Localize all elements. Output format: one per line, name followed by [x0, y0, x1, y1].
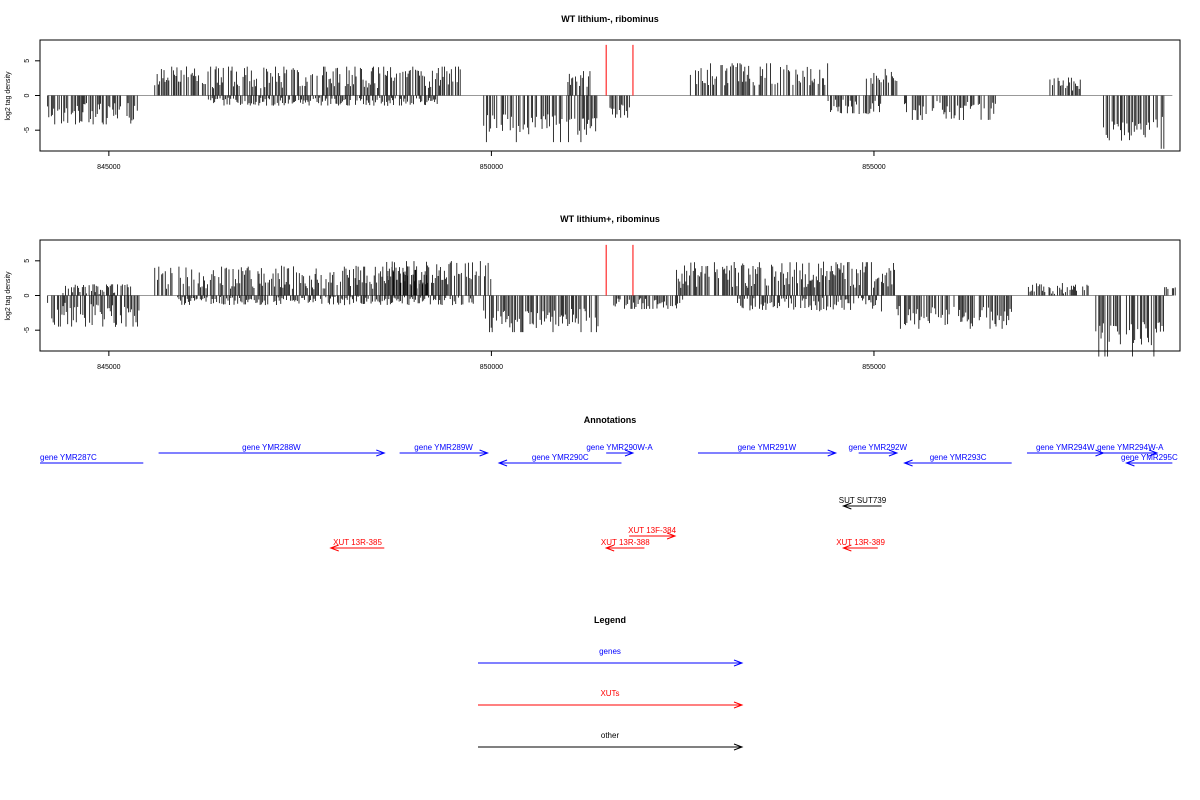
- annotation-feature: gene YMR290C: [497, 453, 622, 467]
- legend-title: Legend: [594, 615, 626, 625]
- annotation-feature: gene YMR289W: [399, 443, 490, 457]
- arrow-head: [841, 544, 852, 552]
- feature-label: SUT SUT739: [839, 496, 887, 505]
- arrow-head: [604, 544, 615, 552]
- arrow-head: [903, 459, 913, 467]
- arrow-head: [329, 544, 339, 552]
- panel-1-ylabel: log2 tag density: [5, 71, 12, 121]
- legend-item: genes: [478, 647, 744, 667]
- panel-2-ytick-0: 0: [24, 293, 31, 297]
- feature-label: gene YMR295C: [1121, 453, 1178, 462]
- panel-1-xtick-845000: 845000: [97, 164, 120, 171]
- annotation-feature: XUT 13R-388: [601, 538, 650, 552]
- legend-item: other: [478, 731, 744, 751]
- annotation-feature: gene YMR288W: [158, 443, 386, 457]
- panel-wt-lithium-plus: WT lithium+, ribominus log2 tag density …: [5, 214, 1181, 371]
- feature-label: XUT 13R-389: [836, 538, 885, 547]
- legend-items: genes XUTs other: [478, 647, 744, 751]
- arrow-head: [666, 532, 677, 540]
- panel-wt-lithium-minus: WT lithium-, ribominus log2 tag density …: [5, 14, 1181, 171]
- arrow-head: [827, 449, 838, 457]
- annotation-feature: gene YMR291W: [697, 443, 838, 457]
- feature-label: gene YMR288W: [242, 443, 301, 452]
- annotations-title: Annotations: [584, 415, 637, 425]
- panel-2-ytick-minus5: -5: [24, 327, 31, 333]
- legend-label: other: [601, 731, 620, 740]
- panel-2-xtick-855000: 855000: [862, 364, 885, 371]
- arrow-head: [479, 449, 490, 457]
- legend-arrow-head: [733, 659, 744, 667]
- annotation-feature: XUT 13R-385: [329, 538, 385, 552]
- legend-arrow-head: [733, 743, 744, 751]
- panel-2-ytick-5: 5: [24, 259, 31, 263]
- annotation-features: gene YMR287C gene YMR288W gene YMR289W gene…: [40, 443, 1178, 552]
- feature-label: gene YMR294W-A: [1097, 443, 1164, 452]
- panel-1-bars: [47, 44, 1173, 149]
- panel-1-ytick-5: 5: [24, 59, 31, 63]
- panel-1-ytick-minus5: -5: [24, 127, 31, 133]
- panel-2-ylabel: log2 tag density: [5, 271, 12, 321]
- annotation-feature: XUT 13R-389: [836, 538, 886, 552]
- feature-label: gene YMR290W-A: [586, 443, 653, 452]
- arrow-head: [497, 459, 508, 467]
- arrow-head: [841, 502, 852, 510]
- feature-label: XUT 13R-385: [333, 538, 382, 547]
- annotation-feature: XUT 13F-384: [628, 526, 677, 540]
- feature-label: gene YMR287C: [40, 453, 97, 462]
- legend-item: XUTs: [478, 689, 744, 709]
- panel-1-xtick-855000: 855000: [862, 164, 885, 171]
- annotation-feature: gene YMR292W: [849, 443, 908, 457]
- panel-1-xtick-850000: 850000: [480, 164, 503, 171]
- panel-2-xtick-845000: 845000: [97, 364, 120, 371]
- legend-label: genes: [599, 647, 621, 656]
- annotation-feature: SUT SUT739: [839, 496, 887, 510]
- arrow-head: [1125, 459, 1135, 467]
- feature-label: XUT 13F-384: [628, 526, 676, 535]
- panel-1-title: WT lithium-, ribominus: [561, 14, 659, 24]
- legend: Legend genes XUTs other: [478, 615, 744, 751]
- panel-1-ytick-0: 0: [24, 93, 31, 97]
- annotation-feature: gene YMR294W: [1026, 443, 1105, 457]
- panel-1-axes: 5 0 -5 845000 850000 855000: [24, 59, 886, 171]
- legend-arrow-head: [733, 701, 744, 709]
- annotation-feature: gene YMR287C: [40, 453, 144, 464]
- panel-2-axes: 5 0 -5 845000 850000 855000: [24, 259, 886, 371]
- feature-label: XUT 13R-388: [601, 538, 650, 547]
- arrow-head: [1148, 449, 1159, 457]
- feature-label: gene YMR292W: [849, 443, 908, 452]
- arrow-head: [888, 449, 899, 457]
- annotation-feature: gene YMR294W-A: [1097, 443, 1164, 457]
- feature-label: gene YMR291W: [738, 443, 797, 452]
- legend-label: XUTs: [600, 689, 619, 698]
- annotation-feature: gene YMR295C: [1121, 453, 1178, 467]
- feature-label: gene YMR289W: [414, 443, 473, 452]
- arrow-head: [376, 449, 386, 457]
- feature-label: gene YMR290C: [532, 453, 589, 462]
- feature-label: gene YMR293C: [930, 453, 987, 462]
- panel-2-title: WT lithium+, ribominus: [560, 214, 660, 224]
- panel-2-bars: [47, 244, 1176, 357]
- panel-2-xtick-850000: 850000: [480, 364, 503, 371]
- annotation-feature: gene YMR290W-A: [586, 443, 653, 457]
- feature-label: gene YMR294W: [1036, 443, 1095, 452]
- arrow-head: [624, 449, 635, 457]
- annotation-feature: gene YMR293C: [903, 453, 1012, 467]
